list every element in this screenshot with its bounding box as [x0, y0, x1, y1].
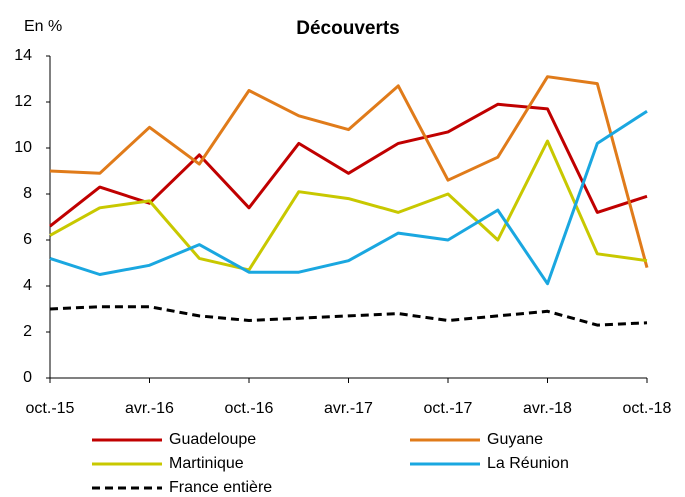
- legend-label: Martinique: [169, 455, 244, 472]
- x-tick-label: oct.-17: [424, 400, 473, 417]
- legend-label: Guadeloupe: [169, 431, 256, 448]
- series-line: [49, 75, 649, 268]
- y-axis-label: En %: [24, 18, 62, 35]
- y-tick-label: 2: [23, 323, 32, 340]
- x-tick-label: oct.-15: [26, 400, 75, 417]
- x-tick-label: avr.-16: [125, 400, 174, 417]
- y-tick-label: 10: [14, 139, 32, 156]
- series-line: [49, 102, 648, 228]
- x-tick-label: avr.-17: [324, 400, 373, 417]
- y-tick-label: 8: [23, 185, 32, 202]
- y-tick-label: 4: [23, 277, 32, 294]
- y-tick-label: 6: [23, 231, 32, 248]
- x-tick-label: oct.-18: [623, 400, 672, 417]
- y-tick-label: 12: [14, 93, 32, 110]
- legend-label: Guyane: [487, 431, 543, 448]
- x-tick-label: oct.-16: [225, 400, 274, 417]
- series-line: [49, 305, 648, 327]
- legend-label: La Réunion: [487, 455, 569, 472]
- series-line: [49, 139, 648, 272]
- chart-title: Découverts: [296, 18, 400, 39]
- x-tick-label: avr.-18: [523, 400, 572, 417]
- y-tick-label: 0: [23, 369, 32, 386]
- legend-label: France entière: [169, 479, 272, 496]
- y-tick-label: 14: [14, 47, 32, 64]
- series-line: [49, 109, 648, 286]
